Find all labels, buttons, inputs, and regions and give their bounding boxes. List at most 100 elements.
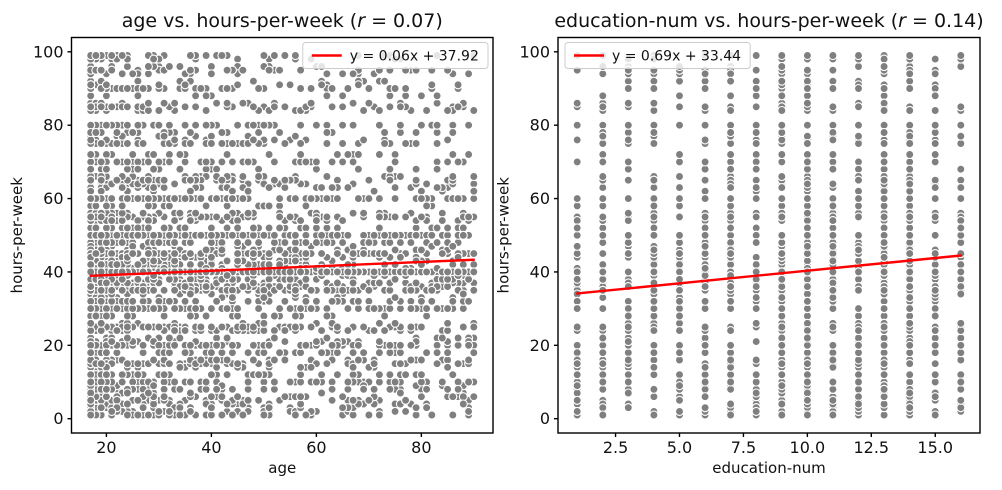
scatter-point: [364, 83, 374, 94]
scatter-point: [751, 238, 761, 248]
scatter-point: [296, 149, 306, 160]
scatter-point: [332, 322, 342, 332]
scatter-point: [327, 296, 337, 306]
scatter-point: [390, 274, 400, 284]
scatter-point: [572, 304, 582, 314]
scatter-point: [751, 175, 761, 185]
scatter-point: [700, 223, 710, 233]
scatter-point: [101, 370, 111, 380]
scatter-point: [285, 80, 295, 90]
scatter-point: [322, 311, 332, 321]
scatter-point: [598, 359, 608, 369]
scatter-point: [623, 194, 633, 204]
scatter-point: [469, 194, 479, 204]
scatter-point: [317, 80, 327, 90]
scatter-point: [464, 355, 474, 365]
scatter-point: [623, 98, 633, 108]
scatter-point: [432, 223, 442, 233]
scatter-point: [385, 285, 395, 295]
scatter-point: [259, 384, 269, 394]
scatter-point: [623, 304, 633, 314]
scatter-point: [751, 127, 761, 138]
scatter-point: [275, 282, 285, 292]
scatter-point: [101, 311, 111, 321]
scatter-point: [348, 208, 358, 218]
scatter-point: [322, 359, 332, 369]
scatter-point: [306, 304, 316, 314]
scatter-point: [96, 157, 106, 167]
scatter-point: [180, 326, 190, 336]
scatter-point: [751, 406, 761, 416]
scatter-point: [598, 212, 608, 222]
scatter-point: [390, 245, 400, 255]
scatter-point: [464, 149, 474, 160]
scatter-point: [233, 359, 243, 369]
scatter-point: [280, 238, 290, 248]
scatter-point: [448, 241, 458, 251]
scatter-point: [322, 212, 332, 222]
scatter-point: [238, 171, 248, 182]
scatter-point: [290, 50, 300, 61]
scatter-point: [96, 403, 106, 413]
scatter-point: [751, 337, 761, 347]
scatter-point: [280, 296, 290, 306]
scatter-point: [311, 296, 321, 306]
scatter-point: [91, 223, 101, 233]
scatter-point: [338, 69, 348, 79]
legend-box: [302, 42, 489, 69]
scatter-point: [700, 377, 710, 387]
scatter-point: [96, 65, 106, 75]
scatter-point: [317, 230, 327, 240]
scatter-point: [374, 348, 384, 358]
scatter-point: [233, 238, 243, 248]
scatter-point: [416, 186, 426, 196]
scatter-point: [96, 285, 106, 295]
scatter-point: [623, 230, 633, 240]
scatter-point: [674, 395, 685, 405]
scatter-point: [159, 175, 169, 185]
scatter-point: [369, 230, 379, 240]
scatter-point: [572, 322, 582, 332]
scatter-point: [390, 83, 400, 94]
scatter-point: [406, 238, 416, 248]
scatter-point: [332, 278, 342, 288]
scatter-point: [332, 230, 342, 240]
scatter-point: [243, 157, 253, 167]
scatter-point: [726, 326, 736, 336]
scatter-point: [164, 333, 174, 343]
scatter-point: [107, 65, 117, 75]
scatter-point: [269, 230, 279, 240]
scatter-point: [453, 333, 463, 343]
scatter-point: [453, 102, 463, 112]
scatter-point: [264, 201, 274, 211]
scatter-point: [101, 392, 111, 402]
scatter-point: [185, 216, 195, 226]
scatter-point: [217, 50, 227, 61]
scatter-point: [311, 238, 321, 248]
scatter-point: [448, 127, 458, 138]
scatter-point: [222, 399, 232, 409]
scatter-point: [432, 238, 442, 248]
scatter-point: [464, 340, 474, 350]
scatter-point: [338, 91, 348, 101]
scatter-point: [726, 249, 736, 259]
scatter-point: [86, 282, 96, 292]
scatter-point: [422, 311, 432, 321]
scatter-point: [751, 282, 761, 292]
scatter-point: [338, 157, 348, 167]
scatter-point: [437, 216, 447, 226]
scatter-point: [751, 149, 761, 160]
scatter-point: [264, 403, 274, 413]
scatter-point: [180, 282, 190, 292]
scatter-point: [411, 278, 421, 288]
scatter-point: [164, 406, 174, 416]
scatter-point: [572, 267, 582, 277]
scatter-point: [437, 333, 447, 343]
scatter-point: [338, 285, 348, 295]
scatter-point: [322, 138, 332, 149]
scatter-point: [395, 359, 405, 369]
scatter-point: [390, 157, 400, 167]
scatter-point: [180, 120, 190, 130]
scatter-point: [122, 83, 132, 94]
scatter-point: [269, 135, 279, 145]
